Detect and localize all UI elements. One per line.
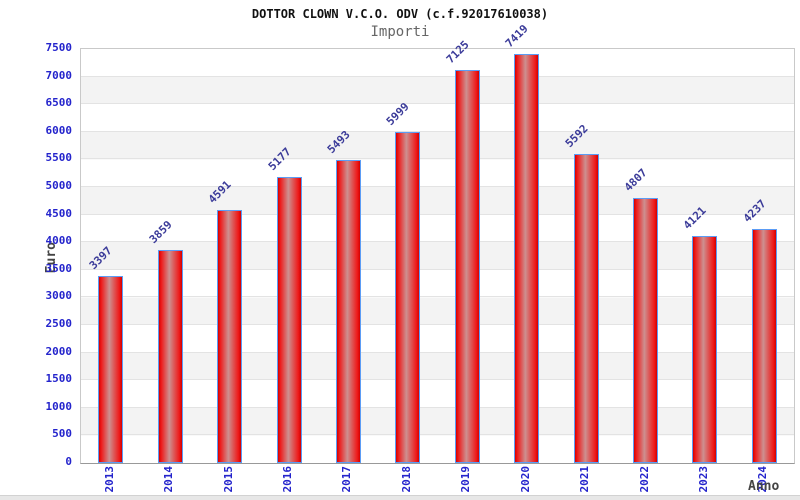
bar-value-label: 4121: [681, 203, 710, 232]
y-tick-label: 500: [52, 427, 72, 441]
x-tick-label: 2018: [399, 466, 413, 493]
y-tick-label: 7500: [45, 41, 73, 54]
bottom-border-strip: [0, 495, 800, 500]
y-tick-label: 2000: [45, 344, 73, 358]
gridline: [81, 324, 794, 325]
bar-value-label: 4807: [621, 165, 650, 194]
x-tick-label: 2013: [102, 466, 116, 493]
x-tick-label: 2017: [340, 466, 354, 493]
y-tick-label: 1500: [45, 372, 73, 386]
bar-value-label: 4591: [205, 177, 234, 206]
gridline: [81, 434, 794, 436]
gridline: [81, 213, 794, 215]
gridline: [81, 241, 794, 243]
y-tick-label: 6500: [45, 96, 73, 110]
y-tick-label: 7000: [45, 68, 73, 82]
bar-2023: [692, 235, 718, 463]
y-tick-label: 4500: [45, 206, 73, 220]
gridline: [81, 296, 794, 298]
x-tick-label: 2016: [281, 466, 294, 493]
bar-2015: [217, 209, 242, 463]
x-tick-label: 2020: [518, 466, 532, 493]
bar-2017: [335, 159, 361, 463]
gridline: [81, 158, 794, 160]
gridline: [81, 379, 794, 381]
bar-2019: [454, 69, 480, 463]
bar-2020: [514, 53, 540, 463]
y-tick-label: 2500: [45, 317, 73, 330]
gridline: [81, 103, 794, 105]
gridline: [81, 75, 794, 77]
y-tick-label: 3500: [45, 261, 73, 275]
gridline: [81, 130, 794, 132]
bar-value-label: 3397: [86, 243, 115, 272]
bar-value-label: 7125: [443, 37, 472, 66]
y-tick-label: 5000: [45, 179, 73, 192]
bar-2013: [98, 275, 124, 463]
x-axis-label: Anno: [748, 479, 780, 494]
y-tick-label: 3000: [45, 289, 73, 303]
gridline: [81, 351, 794, 353]
plot-area: 3397 3859 4591 5177 5493 5999 7125 7419 5592 4807…: [80, 22, 795, 464]
x-tick-label: 2019: [459, 466, 473, 493]
x-tick-label: 2014: [162, 466, 176, 493]
bar-value-label: 5592: [562, 122, 591, 151]
chart-title: DOTTOR CLOWN V.C.O. ODV (c.f.92017610038…: [251, 7, 549, 21]
bar-2016: [276, 177, 302, 463]
y-tick-label: 1000: [45, 399, 73, 413]
x-tick-label: 2015: [221, 466, 235, 493]
y-tick-label: 4000: [45, 234, 73, 248]
bar-2022: [633, 197, 658, 463]
gridline: [81, 186, 794, 187]
gridline: [81, 406, 794, 408]
gridline: [81, 268, 794, 270]
x-tick-label: 2022: [637, 466, 651, 493]
bar-2024: [751, 229, 777, 463]
bar-value-label: 4237: [740, 197, 769, 226]
bar-2018: [395, 131, 421, 463]
x-tick-label: 2021: [578, 466, 591, 493]
y-tick-label: 0: [65, 455, 72, 468]
x-tick-label: 2023: [696, 466, 710, 493]
bar-value-label: 5493: [324, 127, 353, 156]
chart-subtitle: Importi: [370, 24, 430, 40]
bar-2014: [157, 250, 183, 463]
y-tick-label: 5500: [45, 151, 73, 165]
bar-2021: [573, 154, 599, 463]
y-tick-label: 6000: [45, 123, 73, 137]
